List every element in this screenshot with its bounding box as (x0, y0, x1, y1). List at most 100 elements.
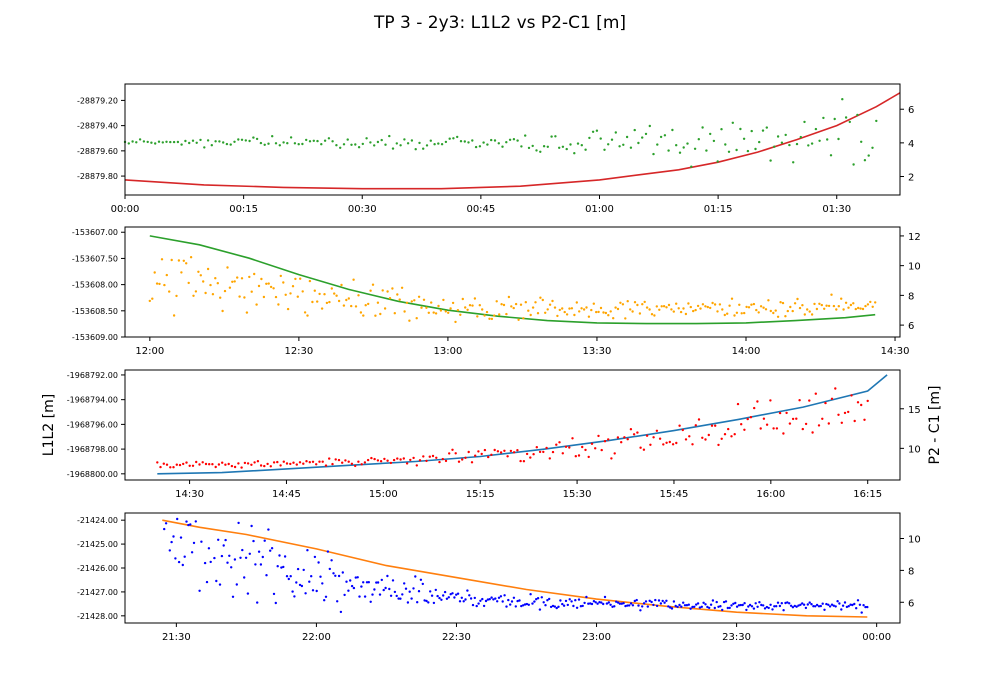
x-tick-label: 23:00 (582, 632, 611, 643)
scatter-point (164, 522, 168, 525)
x-tick-label: 16:00 (756, 489, 785, 500)
scatter-point (227, 462, 230, 466)
scatter-point (724, 600, 728, 603)
scatter-point (692, 309, 695, 313)
scatter-point (678, 151, 682, 154)
x-tick-label: 00:30 (348, 204, 377, 215)
scatter-point (633, 128, 636, 132)
scatter-point (388, 297, 392, 300)
scatter-point (719, 605, 722, 608)
scatter-point (493, 139, 497, 142)
panel-1-scatter-series (123, 98, 878, 168)
scatter-point (765, 423, 769, 426)
scatter-point (720, 437, 723, 440)
scatter-point (824, 401, 827, 405)
scatter-point (838, 602, 841, 605)
scatter-point (408, 590, 411, 593)
scatter-point (320, 143, 323, 146)
scatter-point (218, 140, 221, 143)
scatter-point (529, 593, 532, 596)
scatter-point (265, 282, 268, 285)
scatter-point (701, 126, 704, 129)
panel-1-x-ticks: 00:00 00:15 00:30 00:45 01:00 01:15 01:30 (111, 195, 851, 215)
scatter-point (388, 587, 391, 591)
scatter-point (620, 602, 623, 605)
scatter-point (763, 607, 767, 610)
scatter-point (815, 603, 819, 607)
scatter-point (580, 144, 583, 147)
scatter-point (516, 449, 519, 452)
scatter-point (439, 309, 443, 312)
scatter-point (658, 437, 662, 440)
scatter-point (217, 538, 220, 541)
scatter-point (459, 313, 462, 316)
scatter-point (302, 462, 305, 465)
scatter-point (299, 277, 302, 280)
scatter-point (250, 524, 253, 528)
scatter-point (569, 143, 572, 146)
scatter-point (702, 601, 705, 604)
scatter-point (462, 600, 465, 603)
scatter-point (740, 312, 743, 315)
scatter-point (516, 599, 519, 603)
scatter-point (576, 142, 580, 145)
left-y-tick-label: -28879.20 (77, 96, 118, 105)
scatter-point (670, 308, 673, 311)
x-tick-label: 01:30 (822, 204, 851, 215)
right-y-tick-label: 10 (908, 262, 921, 273)
scatter-point (461, 458, 464, 461)
scatter-point (248, 552, 251, 555)
scatter-point (801, 304, 804, 307)
scatter-point (778, 411, 782, 415)
scatter-point (663, 134, 667, 137)
scatter-point (614, 306, 617, 309)
panel-1-frame (124, 83, 901, 196)
scatter-point (280, 566, 283, 569)
scatter-point (255, 137, 259, 141)
panel-1: 00:00 00:15 00:30 00:45 01:00 01:15 01:30 -2887… (77, 83, 914, 215)
scatter-point (659, 135, 663, 139)
scatter-point (527, 146, 531, 150)
scatter-point (435, 456, 438, 459)
scatter-point (693, 147, 697, 150)
scatter-point (259, 563, 263, 566)
scatter-point (366, 458, 370, 462)
scatter-point (848, 120, 851, 124)
scatter-point (806, 603, 809, 606)
scatter-point (342, 304, 346, 307)
scatter-point (585, 595, 588, 599)
left-y-tick-label: -28879.60 (77, 147, 118, 156)
scatter-point (367, 581, 370, 584)
scatter-point (795, 142, 799, 146)
scatter-point (380, 138, 383, 142)
scatter-point (730, 435, 733, 438)
scatter-point (642, 602, 646, 605)
scatter-point (762, 306, 765, 309)
scatter-point (741, 603, 744, 607)
scatter-point (163, 283, 166, 287)
scatter-point (602, 602, 605, 606)
scatter-point (381, 289, 384, 292)
scatter-point (431, 454, 435, 458)
scatter-point (801, 427, 804, 431)
scatter-point (781, 301, 785, 305)
scatter-point (331, 462, 334, 466)
scatter-point (180, 143, 183, 146)
scatter-point (671, 443, 675, 446)
scatter-point (150, 141, 153, 144)
scatter-point (728, 606, 731, 610)
scatter-point (374, 314, 377, 317)
scatter-point (321, 582, 324, 585)
scatter-point (599, 137, 602, 140)
scatter-point (405, 301, 409, 304)
x-tick-label: 14:00 (732, 346, 761, 357)
scatter-point (570, 307, 574, 310)
scatter-point (222, 141, 225, 144)
scatter-point (565, 147, 568, 151)
scatter-point (349, 579, 352, 582)
scatter-point (540, 596, 543, 599)
scatter-point (305, 460, 308, 463)
scatter-point (765, 605, 769, 609)
x-tick-label: 00:00 (111, 204, 140, 215)
